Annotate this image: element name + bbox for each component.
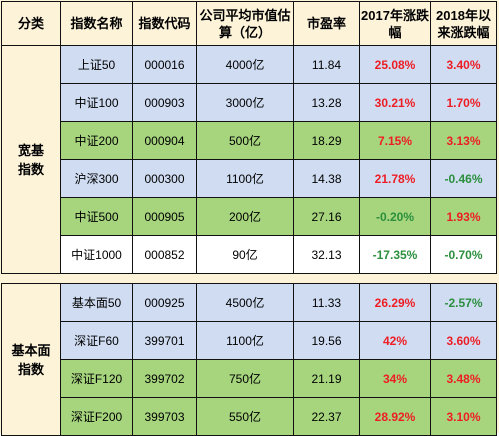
table-row: 沪深300 000300 1100亿 14.38 21.78% -0.46% [2, 159, 497, 198]
index-name-cell: 基本面50 [60, 283, 133, 322]
chg-2017-cell: -17.35% [359, 235, 431, 274]
pe-cell: 13.28 [293, 83, 360, 122]
market-cap-cell: 500亿 [196, 121, 294, 160]
pe-cell: 32.13 [293, 235, 360, 274]
index-name-cell: 中证100 [60, 83, 133, 122]
index-name-cell: 中证500 [60, 197, 133, 236]
header-index-name: 指数名称 [60, 1, 133, 46]
group-separator-cell [1, 273, 497, 284]
market-cap-cell: 1100亿 [196, 321, 294, 360]
chg-2018-cell: 1.93% [430, 197, 497, 236]
pe-cell: 11.33 [293, 283, 360, 322]
chg-2018-cell: -0.70% [430, 235, 497, 274]
chg-2018-cell: 3.48% [430, 359, 497, 398]
header-chg-2017: 2017年涨跌幅 [359, 1, 431, 46]
header-index-code: 指数代码 [132, 1, 197, 46]
table-row: 深证F200 399703 550亿 22.37 28.92% 3.10% [2, 397, 497, 436]
pe-cell: 19.56 [293, 321, 360, 360]
market-cap-cell: 750亿 [196, 359, 294, 398]
market-cap-cell: 3000亿 [196, 83, 294, 122]
header-pe: 市盈率 [293, 1, 360, 46]
index-code-cell: 000904 [132, 121, 197, 160]
pe-cell: 11.84 [293, 45, 360, 84]
index-name-cell: 沪深300 [60, 159, 133, 198]
chg-2018-cell: 1.70% [430, 83, 497, 122]
market-cap-cell: 200亿 [196, 197, 294, 236]
index-name-cell: 中证1000 [60, 235, 133, 274]
market-cap-cell: 4500亿 [196, 283, 294, 322]
market-cap-cell: 550亿 [196, 397, 294, 436]
table-row: 中证200 000904 500亿 18.29 7.15% 3.13% [2, 121, 497, 160]
index-code-cell: 399701 [132, 321, 197, 360]
pe-cell: 27.16 [293, 197, 360, 236]
table-row: 中证500 000905 200亿 27.16 -0.20% 1.93% [2, 197, 497, 236]
pe-cell: 21.19 [293, 359, 360, 398]
pe-cell: 22.37 [293, 397, 360, 436]
chg-2017-cell: 25.08% [359, 45, 431, 84]
chg-2017-cell: 42% [359, 321, 431, 360]
index-name-cell: 深证F200 [60, 397, 133, 436]
index-code-cell: 000925 [132, 283, 197, 322]
category-cell: 宽基 指数 [1, 45, 61, 274]
chg-2018-cell: 3.10% [430, 397, 497, 436]
table-row: 宽基 指数 上证50 000016 4000亿 11.84 25.08% 3.40% [1, 45, 497, 274]
index-code-cell: 000016 [132, 45, 197, 84]
index-code-cell: 000852 [132, 235, 197, 274]
index-name-cell: 深证F60 [60, 321, 133, 360]
group-separator [1, 273, 497, 284]
pe-cell: 18.29 [293, 121, 360, 160]
market-cap-cell: 4000亿 [196, 45, 294, 84]
chg-2018-cell: 3.60% [430, 321, 497, 360]
table-row: 中证100 000903 3000亿 13.28 30.21% 1.70% [2, 83, 497, 122]
index-code-cell: 399703 [132, 397, 197, 436]
header-chg-2018: 2018年以来涨跌幅 [430, 1, 497, 46]
pe-cell: 14.38 [293, 159, 360, 198]
chg-2017-cell: -0.20% [359, 197, 431, 236]
header-market-cap: 公司平均市值估算（亿） [196, 1, 294, 46]
market-cap-cell: 1100亿 [196, 159, 294, 198]
table-body: 宽基 指数 上证50 000016 4000亿 11.84 25.08% 3.40% 中证100… [1, 45, 497, 436]
chg-2018-cell: 3.40% [430, 45, 497, 84]
chg-2018-cell: -2.57% [430, 283, 497, 322]
table-row: 基本面 指数 基本面50 000925 4500亿 11.33 26.29% -2.57% [1, 283, 497, 436]
chg-2017-cell: 30.21% [359, 83, 431, 122]
market-cap-cell: 90亿 [196, 235, 294, 274]
index-code-cell: 000905 [132, 197, 197, 236]
chg-2017-cell: 26.29% [359, 283, 431, 322]
table-row: 深证F60 399701 1100亿 19.56 42% 3.60% [2, 321, 497, 360]
index-name-cell: 中证200 [60, 121, 133, 160]
index-name-cell: 上证50 [60, 45, 133, 84]
table-row: 深证F120 399702 750亿 21.19 34% 3.48% [2, 359, 497, 398]
chg-2017-cell: 7.15% [359, 121, 431, 160]
index-code-cell: 000903 [132, 83, 197, 122]
chg-2017-cell: 34% [359, 359, 431, 398]
category-cell: 基本面 指数 [1, 283, 61, 436]
chg-2018-cell: 3.13% [430, 121, 497, 160]
chg-2018-cell: -0.46% [430, 159, 497, 198]
chg-2017-cell: 21.78% [359, 159, 431, 198]
index-name-cell: 深证F120 [60, 359, 133, 398]
index-code-cell: 399702 [132, 359, 197, 398]
index-code-cell: 000300 [132, 159, 197, 198]
header-category: 分类 [1, 1, 61, 46]
table-row: 中证1000 000852 90亿 32.13 -17.35% -0.70% [2, 235, 497, 274]
chg-2017-cell: 28.92% [359, 397, 431, 436]
header-row: 分类 指数名称 指数代码 公司平均市值估算（亿） 市盈率 2017年涨跌幅 20… [1, 1, 497, 46]
